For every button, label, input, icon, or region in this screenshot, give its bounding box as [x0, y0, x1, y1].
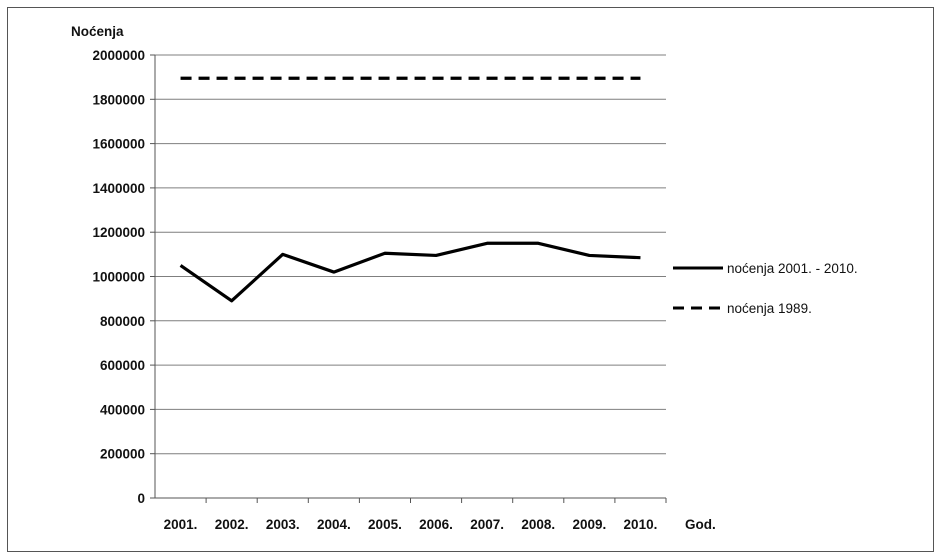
- y-tick-label-4: 800000: [100, 314, 145, 329]
- legend-label-series-2: noćenja 1989.: [727, 301, 812, 316]
- x-axis-title: God.: [685, 517, 716, 532]
- y-tick-label-8: 1600000: [92, 137, 145, 152]
- y-tick-label-7: 1400000: [92, 181, 145, 196]
- y-tick-labels: 0 200000 400000 600000 800000 1000000 1200000 1…: [92, 48, 145, 506]
- x-tick-label-2: 2003.: [266, 517, 300, 532]
- x-tick-label-0: 2001.: [164, 517, 198, 532]
- legend: noćenja 2001. - 2010. noćenja 1989.: [673, 261, 858, 316]
- y-tick-label-9: 1800000: [92, 92, 145, 107]
- x-tick-label-8: 2009.: [572, 517, 606, 532]
- x-tick-label-1: 2002.: [215, 517, 249, 532]
- gridlines: [150, 55, 666, 498]
- x-tick-label-7: 2008.: [521, 517, 555, 532]
- series-lines: [180, 78, 640, 301]
- x-tick-labels: 2001. 2002. 2003. 2004. 2005. 2006. 2007. 2008.…: [164, 517, 658, 532]
- y-tick-label-1: 200000: [100, 447, 145, 462]
- y-tick-label-3: 600000: [100, 358, 145, 373]
- x-tick-label-6: 2007.: [470, 517, 504, 532]
- y-tick-label-0: 0: [137, 491, 145, 506]
- y-tick-label-10: 2000000: [92, 48, 145, 63]
- axes: [155, 55, 666, 503]
- x-tick-label-3: 2004.: [317, 517, 351, 532]
- x-tick-label-4: 2005.: [368, 517, 402, 532]
- y-tick-label-2: 400000: [100, 402, 145, 417]
- legend-label-series-1: noćenja 2001. - 2010.: [727, 261, 858, 276]
- series-line-1: [181, 243, 641, 301]
- y-axis-title: Noćenja: [71, 24, 124, 39]
- y-tick-label-5: 1000000: [92, 270, 145, 285]
- y-tick-label-6: 1200000: [92, 225, 145, 240]
- x-tick-label-5: 2006.: [419, 517, 453, 532]
- x-tick-label-9: 2010.: [624, 517, 658, 532]
